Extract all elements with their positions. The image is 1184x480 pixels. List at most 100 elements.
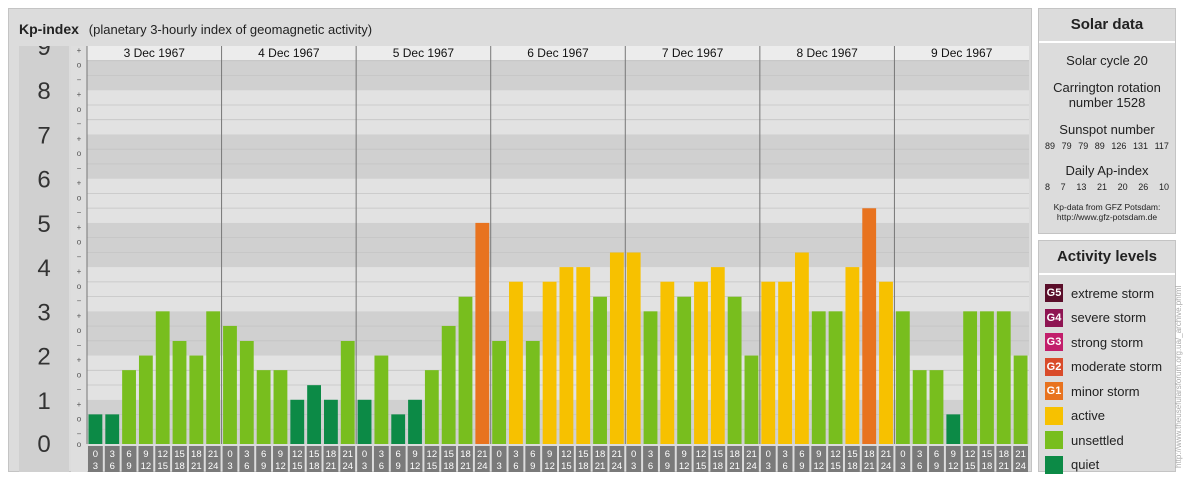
hour-end-label: 9 <box>934 461 939 472</box>
hour-end-label: 3 <box>900 461 905 472</box>
legend-item: unsettled <box>1039 428 1175 453</box>
hour-start-label: 6 <box>126 449 131 460</box>
source-line-2[interactable]: http://www.gfz-potsdam.de <box>1056 212 1158 222</box>
kp-bar <box>239 340 254 444</box>
hour-cell <box>491 446 507 472</box>
kp-bar <box>374 355 389 444</box>
solar-data-panel: Solar data Solar cycle 20 Carrington rot… <box>1038 8 1176 234</box>
kp-bar <box>710 267 725 444</box>
kp-bar <box>223 325 237 444</box>
legend-swatch: G4 <box>1045 308 1063 327</box>
hour-cell <box>559 446 574 472</box>
hour-start-label: 3 <box>110 449 115 460</box>
day-label: 4 Dec 1967 <box>258 46 320 60</box>
hour-cell <box>929 446 944 472</box>
legend-swatch <box>1045 406 1063 425</box>
hour-end-label: 6 <box>648 461 653 472</box>
sunspot-value: 126 <box>1111 141 1127 151</box>
hour-end-label: 24 <box>881 461 892 472</box>
kp-band <box>87 134 1029 179</box>
activity-levels-panel: Activity levels G5 extreme storm G4 severe … <box>1038 240 1176 474</box>
hour-start-label: 18 <box>729 449 740 460</box>
hour-cell <box>306 446 322 472</box>
minor-mark: − <box>77 208 82 217</box>
hour-cell <box>390 446 406 472</box>
hour-start-label: 3 <box>244 449 249 460</box>
kp-bar <box>626 252 641 444</box>
hour-start-label: 18 <box>998 449 1009 460</box>
activity-levels-title: Activity levels <box>1039 241 1175 275</box>
hour-start-label: 12 <box>427 449 438 460</box>
ap-values: 8 7 13 21 20 26 10 <box>1039 182 1175 192</box>
legend-item: active <box>1039 404 1175 429</box>
kp-bar <box>694 281 708 444</box>
day-label: 7 Dec 1967 <box>662 46 724 60</box>
hour-start-label: 0 <box>766 449 771 460</box>
hour-start-label: 12 <box>830 449 841 460</box>
hour-cell <box>979 446 995 472</box>
hour-cell <box>357 446 372 472</box>
hour-cell <box>239 446 255 472</box>
hour-start-label: 12 <box>157 449 168 460</box>
hour-start-label: 21 <box>746 449 757 460</box>
hour-start-label: 21 <box>208 449 219 460</box>
hour-end-label: 18 <box>443 461 454 472</box>
minor-mark: + <box>77 223 82 232</box>
ap-value: 7 <box>1060 182 1066 192</box>
legend-label: severe storm <box>1071 310 1147 326</box>
carrington-line-1: Carrington rotation <box>1053 80 1161 95</box>
kp-bar <box>408 399 422 444</box>
hour-cell <box>289 446 305 472</box>
solar-data-title: Solar data <box>1039 9 1175 43</box>
sunspot-values: 89 79 79 89 126 131 117 <box>1039 141 1175 151</box>
hour-start-label: 0 <box>362 449 367 460</box>
kp-bar <box>609 252 624 444</box>
hour-start-label: 9 <box>951 449 956 460</box>
hour-end-label: 6 <box>244 461 249 472</box>
minor-mark: + <box>77 90 82 99</box>
legend-label: unsettled <box>1071 432 1124 448</box>
hour-cell <box>760 446 776 472</box>
hour-end-label: 6 <box>110 461 115 472</box>
hour-start-label: 3 <box>782 449 787 460</box>
kp-bar <box>357 399 372 444</box>
hour-end-label: 9 <box>799 461 804 472</box>
kp-bar <box>88 414 103 444</box>
minor-mark: o <box>77 105 82 114</box>
hour-start-label: 18 <box>191 449 202 460</box>
legend-swatch: G1 <box>1045 382 1063 401</box>
kp-bar <box>172 340 187 444</box>
hour-cell <box>256 446 272 472</box>
hour-start-label: 15 <box>982 449 993 460</box>
hour-start-label: 0 <box>900 449 905 460</box>
hour-start-label: 6 <box>665 449 670 460</box>
ap-value: 8 <box>1045 182 1051 192</box>
hour-start-label: 18 <box>595 449 606 460</box>
hour-end-label: 6 <box>782 461 787 472</box>
kp-bar <box>677 296 692 444</box>
hour-cell <box>155 446 171 472</box>
watermark: http://www.theusefularsforum.org.ua/_arc… <box>1174 285 1183 468</box>
kp-bar <box>559 267 574 444</box>
hour-start-label: 15 <box>443 449 454 460</box>
hour-end-label: 9 <box>530 461 535 472</box>
hour-end-label: 6 <box>379 461 384 472</box>
minor-mark: − <box>77 252 82 261</box>
hour-cell <box>643 446 658 472</box>
hour-cell <box>727 446 743 472</box>
hour-cell <box>474 446 490 472</box>
hour-end-label: 12 <box>275 461 286 472</box>
hour-end-label: 15 <box>157 461 168 472</box>
hour-cell <box>659 446 675 472</box>
hour-end-label: 15 <box>292 461 303 472</box>
hour-cell <box>273 446 288 472</box>
hour-cell <box>912 446 928 472</box>
hour-end-label: 24 <box>1015 461 1026 472</box>
minor-mark: o <box>77 238 82 247</box>
solar-cycle: Solar cycle 20 <box>1066 53 1148 68</box>
hour-end-label: 18 <box>174 461 185 472</box>
hour-end-label: 15 <box>561 461 572 472</box>
kp-bar <box>795 252 809 444</box>
hour-end-label: 21 <box>191 461 202 472</box>
hour-start-label: 18 <box>864 449 875 460</box>
